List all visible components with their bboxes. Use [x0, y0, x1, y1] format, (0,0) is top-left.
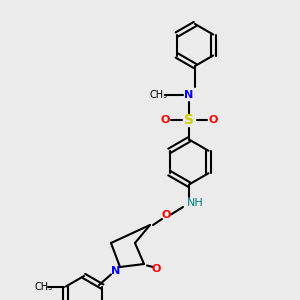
Text: NH: NH [187, 197, 203, 208]
Text: S: S [184, 113, 194, 127]
Text: O: O [162, 209, 171, 220]
Text: O: O [160, 115, 170, 125]
Text: O: O [151, 263, 161, 274]
Text: CH₃: CH₃ [34, 281, 52, 292]
Text: N: N [184, 89, 194, 100]
Text: CH₃: CH₃ [150, 89, 168, 100]
Text: O: O [208, 115, 218, 125]
Text: N: N [111, 266, 120, 277]
